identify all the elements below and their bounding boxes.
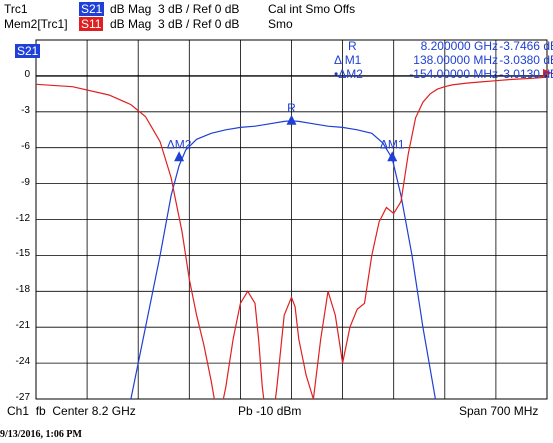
marker-triangle [387,151,398,162]
marker-triangle [174,151,185,162]
y-tick-label: -24 [15,356,30,368]
y-tick-label: -3 [21,104,30,116]
trace-name[interactable]: Trc1 [4,2,28,16]
trace-layer [36,76,547,399]
y-tick-label: -12 [15,212,30,224]
y-tick-label: 0 [24,68,30,80]
trace-chip-s21[interactable]: S21 [79,2,105,16]
marker-label: R [287,101,296,115]
trace-status-1: Cal int Smo Offs [268,2,356,16]
marker-layer: R ΔM1 ΔM2 [167,68,552,162]
active-trace-tag[interactable]: S21 [15,44,41,58]
marker-readout[interactable]: R 8.200000 GHz-3.7466 dB Δ M1 138.00000 MH… [334,39,553,81]
marker-row: R 8.200000 GHz-3.7466 dB [348,39,553,53]
series-line-s11 [36,76,547,399]
y-tick-label: -27 [15,392,30,403]
trace-format-2: dB Mag 3 dB / Ref 0 dB [110,17,240,31]
y-tick-label: -6 [21,140,30,152]
marker-label: ΔM2 [167,137,192,151]
memory-trace-name[interactable]: Mem2[Trc1] [4,17,68,31]
power-label: Pb -10 dBm [238,404,302,418]
span-label[interactable]: Span 700 MHz [459,404,539,418]
reference-arrow-icon [543,68,552,77]
plot-grid [35,39,548,400]
y-tick-label: -15 [15,248,30,260]
trace-format-1: dB Mag 3 dB / Ref 0 dB [110,2,240,16]
y-tick-label: -21 [15,320,30,332]
y-tick-label: -18 [15,284,30,296]
marker-row: Δ M1 138.00000 MHz-3.0380 dB [334,53,553,67]
trace-header-1: Trc1 [4,2,28,16]
timestamp: 9/13/2016, 1:06 PM [0,429,82,440]
marker-row: •ΔM2 -154.00000 MHz-3.0130 dB [334,67,553,81]
trace-status-2: Smo [268,17,293,31]
trace-chip-s11[interactable]: S11 [79,17,104,31]
trace-header-2: Mem2[Trc1] [4,17,68,31]
y-tick-label: -9 [21,176,30,188]
series-line-s21 [130,120,437,399]
channel-label[interactable]: Ch1 fb Center 8.2 GHz [7,404,136,418]
marker-triangle [286,114,297,125]
marker-label: ΔM1 [380,137,405,151]
